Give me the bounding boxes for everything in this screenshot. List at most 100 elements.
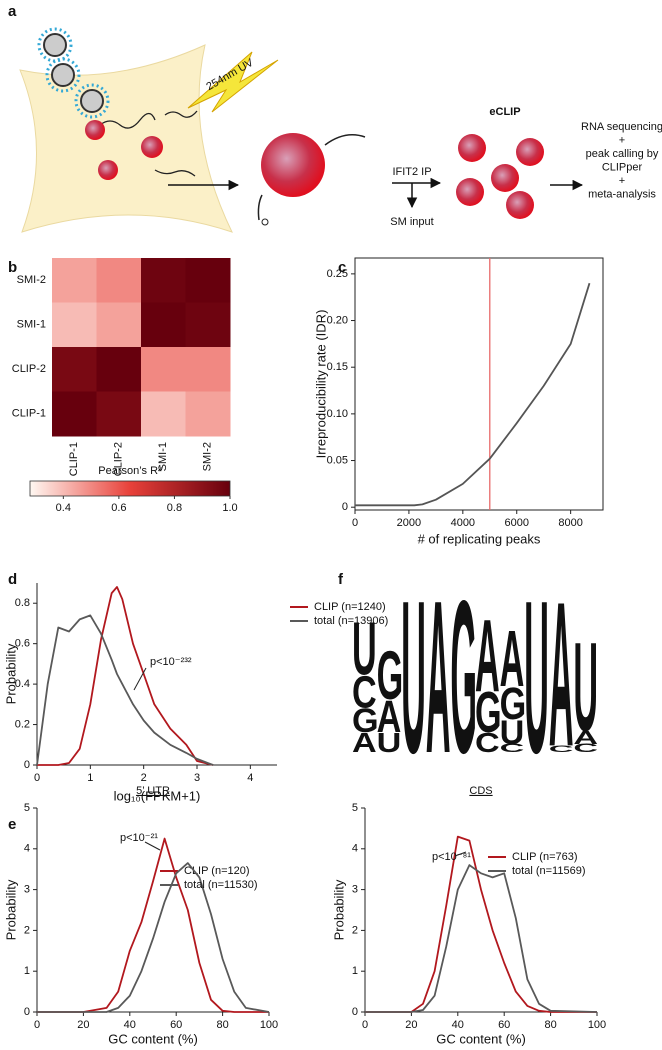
x-tick-label: 1 (87, 772, 93, 784)
y-tick-label: 0.8 (15, 597, 30, 609)
proteins (456, 134, 544, 219)
y-tick-label: 0.4 (15, 678, 30, 690)
logo-letter: C (352, 666, 377, 718)
panel-label: e (8, 816, 16, 833)
uv-bolt (187, 51, 279, 113)
x-tick-label: 3 (194, 772, 200, 784)
logo-letter: G (450, 556, 477, 799)
proteins (85, 120, 163, 180)
rna-end (261, 218, 269, 226)
y-tick-label: 0 (24, 759, 30, 771)
logo-letter: U (573, 616, 598, 758)
y-tick-label: 3 (24, 884, 30, 896)
logo-letter: U (401, 556, 426, 799)
x-tick-label: 8000 (558, 517, 582, 529)
logo-letter: C (573, 742, 598, 755)
logo-letter: A (500, 614, 525, 704)
panel-label: a (8, 3, 17, 20)
y-tick-label: CLIP-2 (12, 363, 46, 375)
logo-letter: C (475, 727, 500, 758)
logo-letter: G (475, 680, 502, 744)
x-tick-label: 20 (77, 1019, 89, 1031)
heatmap-cell (52, 302, 97, 348)
output-step: RNA sequencing (581, 121, 662, 133)
y-tick-label: 5 (24, 802, 30, 814)
y-tick-label: SMI-1 (17, 319, 46, 331)
x-tick-label: 100 (260, 1019, 278, 1031)
logo-letter: A (426, 556, 451, 799)
heatmap-cell (96, 347, 142, 392)
heatmap-cell (141, 347, 186, 392)
y-tick-label: 0.05 (327, 454, 348, 466)
logo-letter: U (524, 556, 549, 799)
x-tick-label: 0 (34, 772, 40, 784)
input-label: SM input (390, 216, 433, 228)
logo-letter: A (377, 690, 402, 742)
logo-letter: G (352, 702, 379, 740)
diagram: a 254nm UV IFIT2 IP SM input e (8, 3, 662, 233)
logo-letter: U (352, 607, 377, 691)
logo-letter: A (475, 598, 500, 713)
heatmap-cell (141, 391, 186, 437)
colorbar-tick-label: 1.0 (222, 502, 237, 514)
x-tick-label: SMI-1 (157, 442, 169, 471)
rna (257, 134, 366, 221)
legend-label: total (n=13906) (314, 615, 388, 627)
y-tick-label: 0 (352, 1006, 358, 1018)
y-axis-label: Irreproducibility rate (IDR) (313, 310, 328, 459)
line-series (355, 282, 591, 507)
panel-label: f (338, 571, 344, 588)
y-tick-label: 0.2 (15, 718, 30, 730)
chart-title: 5’ UTR (136, 785, 170, 797)
line-series (365, 864, 598, 1013)
x-tick-label: 0 (362, 1019, 368, 1031)
logo-letter: C (500, 742, 525, 755)
method-label: eCLIP (489, 106, 520, 118)
logo-letter: G (377, 637, 404, 714)
colorbar-tick-label: 0.6 (111, 502, 126, 514)
legend-label: total (n=11530) (184, 879, 258, 891)
legend-label: CLIP (n=1240) (314, 601, 386, 613)
legend-label: total (n=11569) (512, 865, 586, 877)
x-tick-label: 6000 (504, 517, 528, 529)
heatmap-cell (96, 302, 142, 348)
line-series (365, 835, 597, 1013)
x-tick-label: 0 (352, 517, 358, 529)
y-tick-label: 5 (352, 802, 358, 814)
y-tick-label: 0.15 (327, 361, 348, 373)
y-tick-label: SMI-2 (17, 274, 46, 286)
logo-letter: C (549, 744, 574, 754)
x-tick-label: CLIP-1 (68, 442, 80, 476)
x-tick-label: SMI-2 (202, 442, 214, 471)
heatmap-cell (52, 258, 97, 303)
x-tick-label: 80 (544, 1019, 556, 1031)
x-tick-label: 60 (498, 1019, 510, 1031)
heatmap-cell (96, 258, 142, 303)
y-axis-label: Probability (3, 879, 18, 940)
x-tick-label: 80 (216, 1019, 228, 1031)
y-axis-label: Probability (3, 643, 18, 704)
heatmap-cell (52, 347, 97, 392)
logo-letter: A (573, 727, 598, 748)
x-axis-label: GC content (%) (108, 1031, 198, 1046)
heatmap-cell (96, 391, 142, 437)
y-tick-label: 2 (24, 924, 30, 936)
logo-letter: G (500, 677, 527, 729)
rna (99, 110, 198, 177)
y-tick-label: 3 (352, 884, 358, 896)
colorbar-tick-label: 0.4 (56, 502, 71, 514)
y-tick-label: 4 (24, 843, 30, 855)
y-tick-label: 0 (24, 1006, 30, 1018)
annotation-leader (133, 667, 147, 691)
x-tick-label: 40 (452, 1019, 464, 1031)
legend-label: CLIP (n=763) (512, 851, 578, 863)
output-steps: RNA sequencing+peak calling byCLIPper+me… (581, 121, 662, 201)
heatmap-cell (185, 347, 231, 392)
heatmap-cell (185, 258, 231, 303)
y-tick-label: 0.20 (327, 314, 348, 326)
x-tick-label: 2000 (397, 517, 421, 529)
x-axis-label: GC content (%) (436, 1031, 526, 1046)
y-tick-label: 0.10 (327, 408, 348, 420)
logo-letter: U (500, 714, 525, 752)
